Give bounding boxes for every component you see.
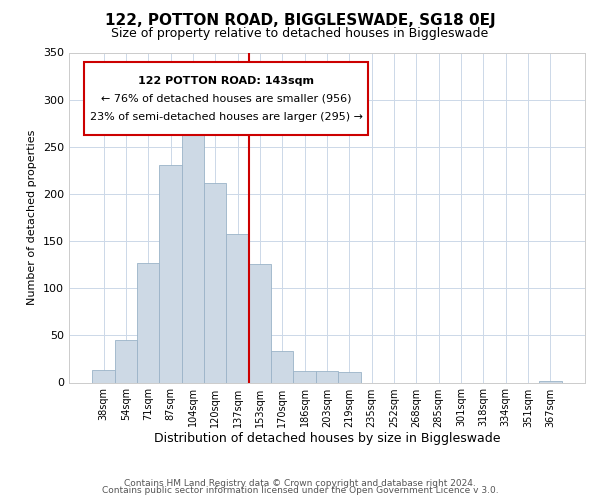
Text: 23% of semi-detached houses are larger (295) →: 23% of semi-detached houses are larger (… [90,112,363,122]
Bar [115,340,137,382]
Bar [539,380,562,382]
Text: Contains public sector information licensed under the Open Government Licence v : Contains public sector information licen… [101,486,499,495]
Text: Size of property relative to detached houses in Biggleswade: Size of property relative to detached ho… [112,28,488,40]
Text: Contains HM Land Registry data © Crown copyright and database right 2024.: Contains HM Land Registry data © Crown c… [124,478,476,488]
Bar [249,264,271,382]
Bar [137,263,160,382]
Bar [92,370,115,382]
Bar [182,118,204,382]
Y-axis label: Number of detached properties: Number of detached properties [28,130,37,305]
Text: 122 POTTON ROAD: 143sqm: 122 POTTON ROAD: 143sqm [139,76,314,86]
Bar [204,182,226,382]
X-axis label: Distribution of detached houses by size in Biggleswade: Distribution of detached houses by size … [154,432,500,446]
Bar [316,371,338,382]
Bar [160,164,182,382]
Bar [293,371,316,382]
Bar [226,234,249,382]
Text: 122, POTTON ROAD, BIGGLESWADE, SG18 0EJ: 122, POTTON ROAD, BIGGLESWADE, SG18 0EJ [104,12,496,28]
Bar [271,352,293,382]
FancyBboxPatch shape [85,62,368,135]
Text: ← 76% of detached houses are smaller (956): ← 76% of detached houses are smaller (95… [101,94,352,104]
Bar [338,372,361,382]
